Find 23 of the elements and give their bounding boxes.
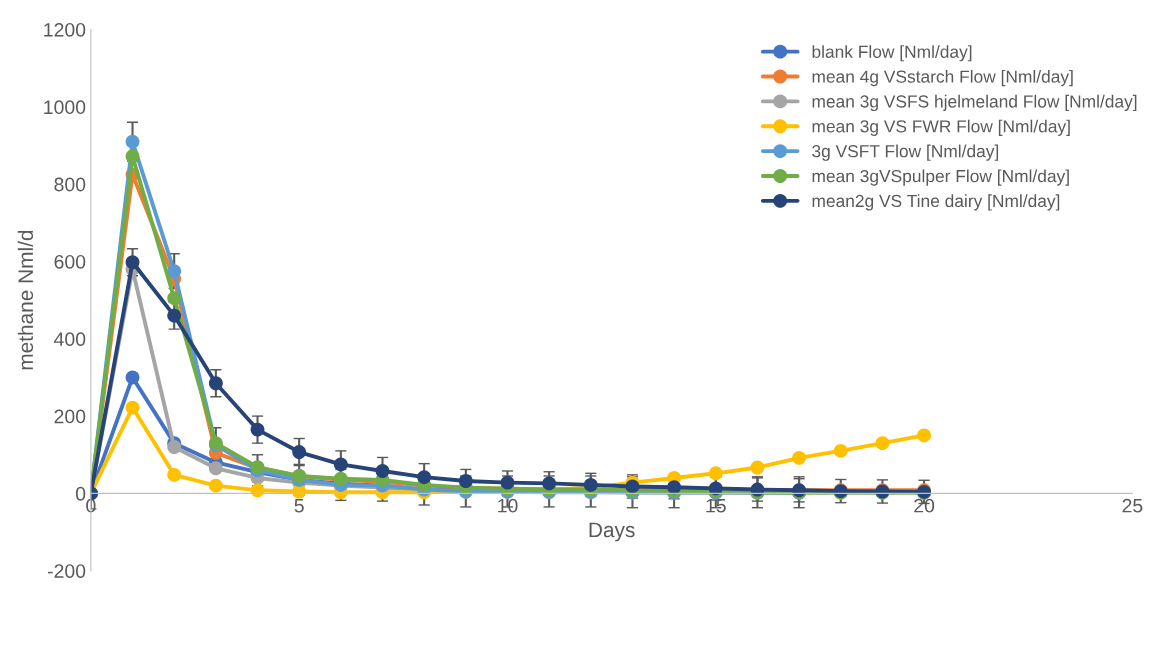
- x-tick-label: 0: [86, 498, 96, 513]
- y-tick-label: 200: [54, 409, 86, 424]
- x-tick-label: 15: [706, 498, 726, 513]
- y-tick-label: 800: [54, 177, 86, 192]
- y-tick-label: 400: [54, 332, 86, 347]
- legend-label: mean 3gVSpulper Flow [Nml/day]: [812, 169, 1069, 186]
- legend-label: mean 4g VSstarch Flow [Nml/day]: [812, 70, 1073, 87]
- legend-label: mean 3g VS FWR Flow [Nml/day]: [812, 119, 1070, 136]
- x-axis-title: Days: [589, 522, 635, 542]
- legend-label: 3g VSFT Flow [Nml/day]: [812, 144, 999, 161]
- x-tick-label: 20: [914, 498, 935, 513]
- legend-label: mean2g VS Tine dairy [Nml/day]: [812, 194, 1060, 211]
- y-tick-label: 1000: [44, 100, 86, 115]
- y-tick-label: 0: [75, 486, 86, 501]
- y-axis-title: methane Nml/d: [17, 230, 34, 370]
- x-tick-label: 10: [498, 498, 518, 513]
- x-tick-label: 25: [1122, 498, 1143, 513]
- x-tick-label: 5: [294, 498, 304, 513]
- y-tick-label: 600: [54, 254, 86, 269]
- y-tick-label: -200: [47, 564, 86, 578]
- legend-label: blank Flow [Nml/day]: [812, 45, 972, 62]
- y-tick-label: 1200: [44, 22, 86, 37]
- legend-label: mean 3g VSFS hjelmeland Flow [Nml/day]: [812, 94, 1137, 112]
